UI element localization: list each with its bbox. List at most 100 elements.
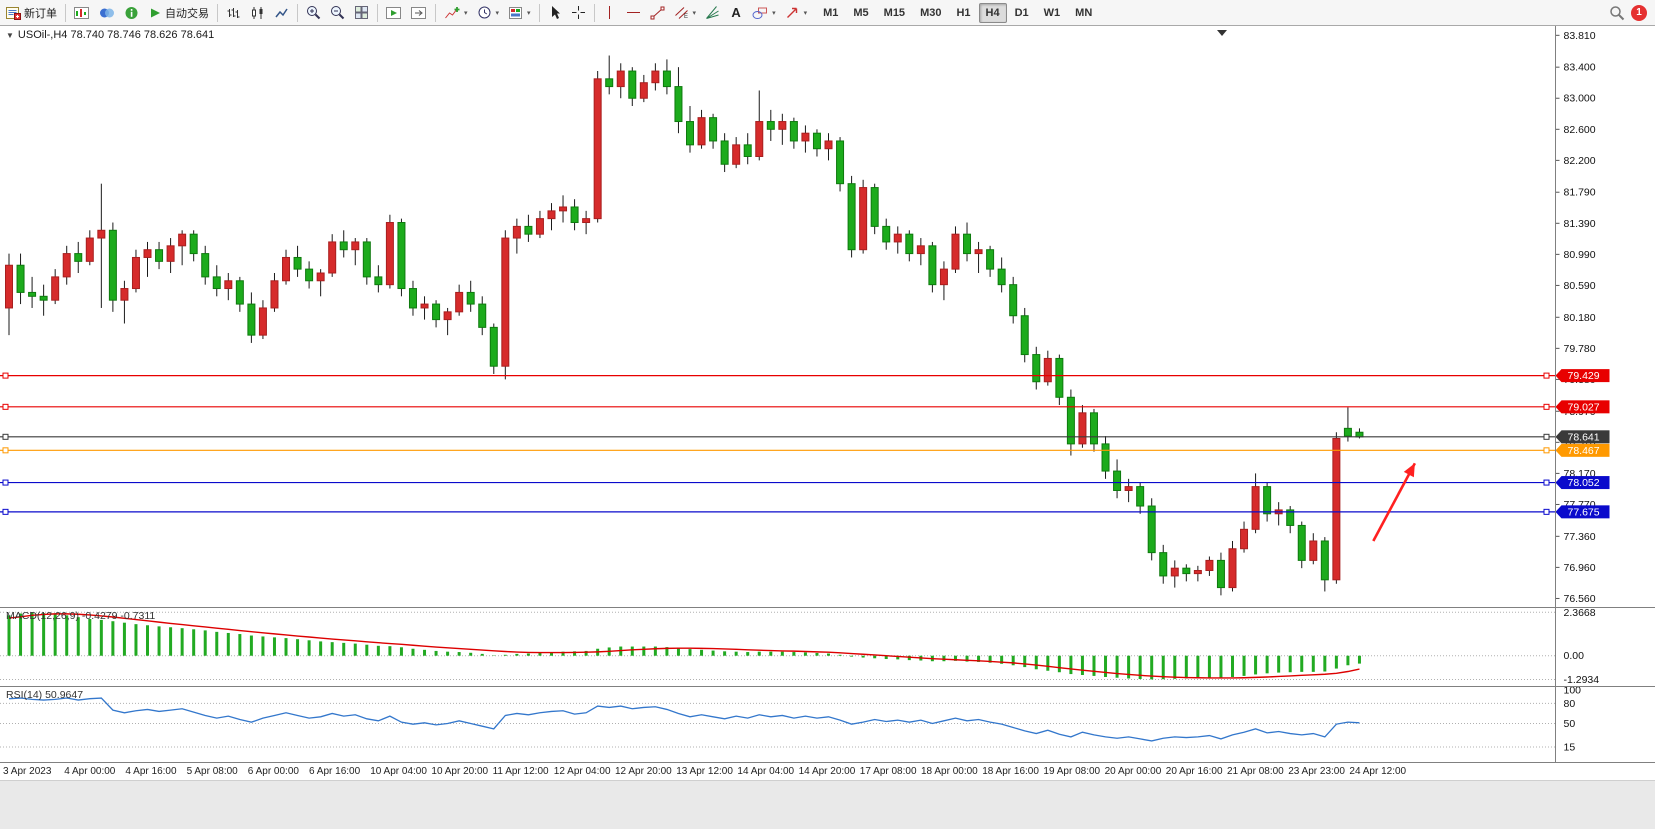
time-axis-label: 6 Apr 16:00 (309, 766, 361, 777)
time-axis-label: 20 Apr 16:00 (1165, 766, 1223, 777)
time-axis-label: 5 Apr 08:00 (186, 766, 238, 777)
community-button[interactable] (95, 2, 119, 24)
timeframe-w1[interactable]: W1 (1037, 3, 1068, 23)
vertical-line-tool-button[interactable] (599, 2, 621, 24)
crosshair-tool-button[interactable] (567, 2, 590, 24)
horizontal-line-tool-button[interactable] (622, 2, 645, 24)
channel-tool-button[interactable]: E ▾ (670, 2, 701, 24)
line-chart-button[interactable] (270, 2, 293, 24)
macd-axis-label: 0.00 (1564, 650, 1585, 662)
info-icon (125, 6, 138, 19)
shapes-tool-button[interactable]: ▾ (748, 2, 780, 24)
timeframe-h4[interactable]: H4 (978, 2, 1007, 23)
notification-badge[interactable]: 1 (1631, 4, 1647, 21)
timeframe-m1[interactable]: M1 (816, 3, 845, 23)
toolbar-separator (65, 3, 66, 22)
chart-shift-icon (411, 6, 426, 19)
toolbar-right-group: 1 (1609, 4, 1653, 21)
time-axis-label: 20 Apr 00:00 (1104, 766, 1162, 777)
line-handle[interactable] (2, 447, 9, 454)
price-chart-canvas[interactable]: 83.810 83.400 83.000 82.600 82.200 81.790 81.3… (0, 26, 1655, 762)
zoom-in-icon (307, 6, 321, 20)
candle (235, 280, 244, 305)
timeframe-m5[interactable]: M5 (846, 3, 875, 23)
candle (455, 291, 464, 313)
search-icon[interactable] (1609, 5, 1625, 21)
candle (709, 117, 718, 142)
candle (1251, 486, 1260, 530)
tile-windows-button[interactable] (350, 2, 373, 24)
timeframe-h1[interactable]: H1 (949, 3, 977, 23)
horizontal-line-icon (626, 12, 640, 13)
candle (420, 303, 429, 309)
line-handle[interactable] (2, 479, 9, 486)
candlestick-chart-button[interactable] (246, 2, 269, 24)
candle (328, 241, 337, 274)
chart-shift-marker[interactable] (1217, 30, 1227, 36)
timeframe-m30[interactable]: M30 (913, 3, 948, 23)
trend-arrow[interactable] (1372, 462, 1417, 542)
periods-button[interactable]: ▾ (473, 2, 504, 24)
new-order-button[interactable]: 新订单 (2, 2, 61, 24)
line-handle[interactable] (2, 508, 9, 515)
cursor-tool-button[interactable] (544, 2, 566, 24)
line-handle[interactable] (2, 433, 9, 440)
line-handle[interactable] (1543, 372, 1550, 379)
candle (1286, 509, 1295, 526)
chart-window-button[interactable] (70, 2, 94, 24)
auto-trading-button[interactable]: 自动交易 (144, 2, 213, 24)
price-label-notch (1555, 430, 1562, 444)
time-axis[interactable]: 3 Apr 2023 4 Apr 00:00 4 Apr 16:00 5 Apr 08… (0, 762, 1655, 780)
line-handle[interactable] (1543, 403, 1550, 410)
auto-scroll-button[interactable] (382, 2, 406, 24)
fibonacci-tool-button[interactable] (701, 2, 724, 24)
chart-shift-button[interactable] (407, 2, 431, 24)
help-button[interactable] (120, 2, 143, 24)
candle (201, 253, 210, 278)
price-tick-label: 83.000 (1564, 93, 1596, 105)
candle (662, 70, 671, 88)
line-handle[interactable] (2, 403, 9, 410)
price-tick-label: 83.810 (1564, 30, 1596, 42)
time-axis-label: 21 Apr 08:00 (1227, 766, 1284, 777)
timeframe-d1[interactable]: D1 (1008, 3, 1036, 23)
candle (212, 276, 221, 290)
line-handle[interactable] (2, 372, 9, 379)
line-handle[interactable] (1543, 447, 1550, 454)
candle (51, 276, 60, 301)
crosshair-icon (571, 6, 585, 19)
zoom-out-button[interactable] (326, 2, 349, 24)
price-tick-label: 83.400 (1564, 62, 1596, 74)
trendline-tool-button[interactable] (646, 2, 669, 24)
line-chart-icon (275, 8, 288, 17)
line-handle[interactable] (1543, 508, 1550, 515)
templates-button[interactable]: ▾ (504, 2, 535, 24)
line-handle[interactable] (1543, 479, 1550, 486)
bar-chart-button[interactable] (222, 2, 245, 24)
text-tool-button[interactable]: A (725, 2, 747, 24)
zoom-in-button[interactable] (302, 2, 325, 24)
line-handle[interactable] (1543, 433, 1550, 440)
price-tick-label: 82.200 (1564, 155, 1596, 167)
rsi-axis-label: 80 (1564, 698, 1576, 710)
candle (1297, 524, 1306, 561)
candle (1170, 567, 1179, 577)
timeframe-mn[interactable]: MN (1068, 3, 1099, 23)
candle (28, 291, 37, 297)
arrows-tool-button[interactable]: ▾ (781, 2, 812, 24)
caret-down-icon: ▾ (495, 9, 500, 17)
chart-area[interactable]: 83.810 83.400 83.000 82.600 82.200 81.790 81.3… (0, 26, 1655, 762)
collapse-triangle-icon[interactable]: ▼ (6, 30, 14, 40)
time-axis-label: 12 Apr 20:00 (615, 766, 672, 777)
candle (836, 140, 845, 185)
toolbar-separator (297, 3, 298, 22)
candle (143, 249, 152, 258)
candle (408, 288, 417, 309)
toolbar-separator (217, 3, 218, 22)
timeframe-m15[interactable]: M15 (877, 3, 912, 23)
candle (282, 256, 291, 282)
indicators-button[interactable]: ▾ (440, 2, 472, 24)
zoom-out-icon (331, 6, 345, 20)
candle (1101, 443, 1110, 472)
candle (1205, 559, 1214, 571)
